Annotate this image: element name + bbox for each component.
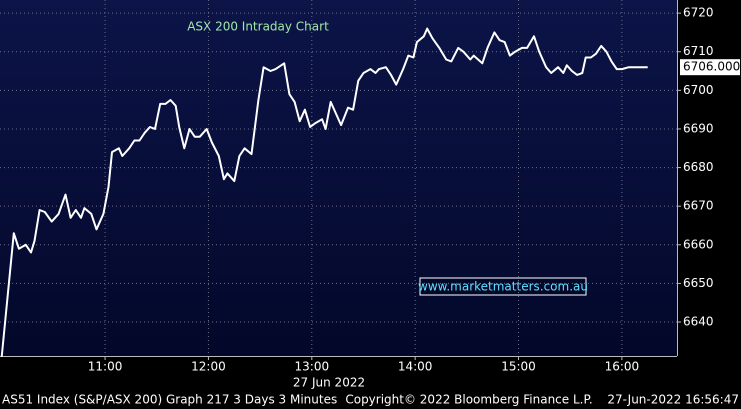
y-tick-label: 6680 [683, 160, 714, 174]
y-tick-label: 6710 [683, 44, 714, 58]
y-tick-label: 6720 [683, 6, 714, 20]
watermark-box [419, 277, 587, 296]
x-tick-label: 16:00 [605, 360, 640, 374]
watermark: www.marketmatters.com.au [418, 280, 588, 294]
x-tick-label: 15:00 [501, 360, 536, 374]
footer-left: AS51 Index (S&P/ASX 200) Graph 217 3 Day… [2, 393, 337, 407]
price-line [0, 27, 648, 357]
chart-title: ASX 200 Intraday Chart [187, 20, 329, 34]
current-value-box [680, 59, 740, 76]
x-tick-label: 11:00 [88, 360, 123, 374]
x-tick-label: 12:00 [191, 360, 226, 374]
y-tick-label: 6670 [683, 199, 714, 213]
y-tick-label: 6690 [683, 121, 714, 135]
current-value-label: 6706.000 [683, 60, 740, 74]
x-tick-label: 14:00 [398, 360, 433, 374]
y-tick-label: 6640 [683, 315, 714, 329]
x-tick-label: 13:00 [295, 360, 330, 374]
y-tick-label: 6650 [683, 276, 714, 290]
footer-center: Copyright© 2022 Bloomberg Finance L.P. [345, 393, 592, 407]
footer-right: 27-Jun-2022 16:56:47 [607, 393, 739, 407]
plot-area [0, 0, 677, 356]
y-tick-label: 6700 [683, 83, 714, 97]
date-label: 27 Jun 2022 [293, 376, 365, 390]
y-tick-label: 6660 [683, 237, 714, 251]
